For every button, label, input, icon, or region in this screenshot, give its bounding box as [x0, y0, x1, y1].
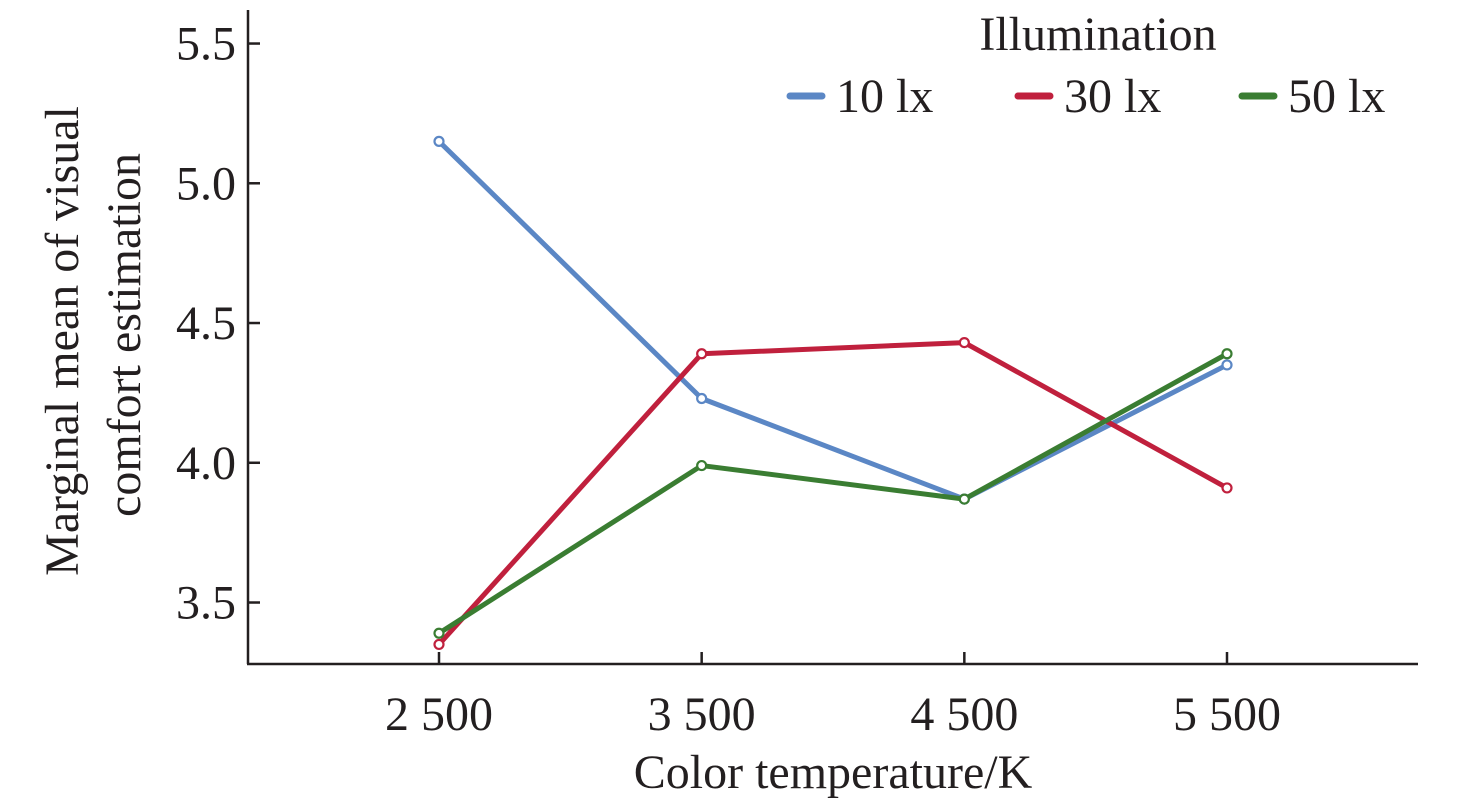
series-30-lx: [433, 336, 1233, 651]
y-axis-title: Marginal mean of visual comfort estimati…: [36, 94, 151, 576]
x-tick-label: 4 500: [910, 688, 1018, 741]
data-point: [696, 459, 708, 472]
series-line: [436, 138, 1230, 502]
data-point: [958, 336, 970, 349]
x-tick-label: 3 500: [648, 688, 756, 741]
series-50-lx: [433, 348, 1233, 639]
y-tick-label: 4.0: [176, 437, 236, 490]
legend-label: 30 lx: [1064, 70, 1161, 123]
legend-label: 10 lx: [836, 70, 933, 123]
x-tick-label: 5 500: [1173, 688, 1281, 741]
x-tick-label: 2 500: [385, 688, 493, 741]
data-point: [433, 627, 445, 639]
data-point: [696, 392, 708, 405]
data-point: [1221, 482, 1233, 494]
x-axis-title: Color temperature/K: [634, 746, 1033, 799]
y-axis-title-line-1: Marginal mean of visual: [36, 106, 89, 576]
x-ticks: 2 500 3 500 4 500 5 500: [385, 652, 1281, 741]
data-point: [433, 135, 445, 147]
legend-title: Illumination: [979, 8, 1216, 61]
y-tick-label: 3.5: [176, 577, 236, 630]
series-10-lx: [433, 135, 1233, 505]
legend: Illumination 10 lx 30 lx 50 lx: [786, 8, 1385, 123]
series-line: [436, 351, 1230, 636]
series-line: [436, 340, 1230, 647]
data-point: [1221, 348, 1233, 360]
axes: [246, 10, 1418, 666]
data-point: [433, 638, 445, 651]
y-tick-label: 5.5: [176, 18, 236, 71]
y-ticks: 3.5 4.0 4.5 5.0 5.5: [176, 18, 260, 630]
y-axis-title-line-2: comfort estimation: [98, 153, 151, 517]
legend-label: 50 lx: [1288, 70, 1385, 123]
y-tick-label: 5.0: [176, 157, 236, 210]
data-point: [1221, 359, 1233, 371]
y-tick-label: 4.5: [176, 297, 236, 350]
data-point: [958, 493, 970, 505]
series-layer: [433, 135, 1233, 651]
data-point: [696, 348, 708, 360]
